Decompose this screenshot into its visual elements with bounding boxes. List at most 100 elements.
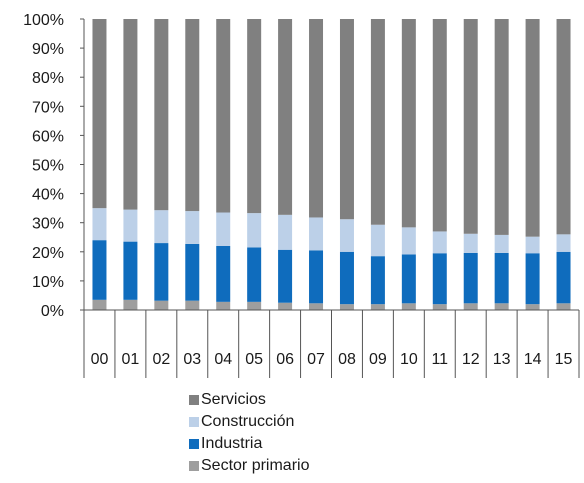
- bar-segment: [339, 251, 354, 305]
- bar-segment: [401, 227, 416, 255]
- bar-segment: [494, 19, 509, 235]
- x-tick-label: 02: [152, 351, 170, 368]
- x-tick-label: 15: [555, 351, 573, 368]
- bar-segment: [370, 224, 385, 257]
- bar-segment: [247, 19, 262, 214]
- bar-segment: [494, 234, 509, 253]
- bar-segment: [494, 252, 509, 304]
- bar-segment: [154, 300, 169, 310]
- bar-segment: [278, 19, 293, 215]
- stacked-bar-chart: 0% 10% 20% 30% 40% 50% 60% 70% 80% 90% 100% 00 01 02…: [23, 12, 580, 378]
- y-tick-labels: 0% 10% 20% 30% 40% 50% 60% 70% 80% 90% 100%: [23, 12, 64, 320]
- x-tick-label: 14: [524, 351, 542, 368]
- bar-segment: [401, 254, 416, 304]
- legend-swatch: [189, 461, 199, 471]
- bar-segment: [216, 212, 231, 246]
- x-tick-label: 12: [462, 351, 480, 368]
- legend-item: Sector primario: [189, 455, 309, 477]
- y-tick-label: 60%: [32, 128, 64, 145]
- bar-segment: [525, 236, 540, 254]
- x-tick-label: 06: [276, 351, 294, 368]
- bar-segment: [432, 19, 447, 232]
- bar-segment: [370, 19, 385, 225]
- bar-segment: [92, 299, 107, 310]
- bar-segment: [185, 243, 200, 301]
- legend: Servicios Construcción Industria Sector pri…: [189, 389, 309, 477]
- bar-segment: [432, 253, 447, 305]
- bar-segment: [309, 303, 324, 310]
- y-tick-label: 90%: [32, 41, 64, 58]
- bar-segment: [339, 219, 354, 252]
- bar-segment: [432, 231, 447, 254]
- legend-item: Servicios: [189, 389, 309, 411]
- legend-label: Construcción: [201, 413, 295, 430]
- bar-segment: [556, 19, 571, 235]
- bar-segment: [123, 299, 138, 310]
- bar-segment: [556, 251, 571, 304]
- bar-segment: [463, 303, 478, 310]
- bar-segment: [92, 240, 107, 300]
- bar-segment: [278, 214, 293, 250]
- legend-label: Servicios: [201, 391, 266, 408]
- bar-segment: [216, 245, 231, 302]
- legend-label: Sector primario: [201, 457, 310, 474]
- x-tick-label: 09: [369, 351, 387, 368]
- bar-segment: [494, 303, 509, 310]
- bar-segment: [278, 249, 293, 303]
- bar-segment: [401, 19, 416, 228]
- legend-item: Industria: [189, 433, 309, 455]
- x-tick-labels: 00 01 02 03 04 05 06 07 08 09 10 11 12 13 14 15: [91, 351, 573, 368]
- bar-segment: [525, 304, 540, 310]
- bars-layer: [92, 19, 571, 310]
- bar-segment: [463, 252, 478, 304]
- bar-segment: [401, 303, 416, 310]
- bar-segment: [432, 304, 447, 310]
- y-tick-label: 30%: [32, 216, 64, 233]
- bar-segment: [185, 211, 200, 244]
- bar-segment: [154, 243, 169, 301]
- bar-segment: [309, 19, 324, 218]
- bar-segment: [123, 19, 138, 210]
- legend-swatch: [189, 439, 199, 449]
- y-tick-label: 70%: [32, 99, 64, 116]
- x-tick-label: 01: [122, 351, 140, 368]
- bar-segment: [185, 300, 200, 310]
- bar-segment: [123, 209, 138, 242]
- legend-label: Industria: [201, 435, 263, 452]
- x-tick-label: 05: [245, 351, 263, 368]
- y-tick-label: 20%: [32, 245, 64, 262]
- legend-item: Construcción: [189, 411, 309, 433]
- bar-segment: [278, 302, 293, 310]
- x-tick-label: 08: [338, 351, 356, 368]
- bar-segment: [92, 208, 107, 241]
- bar-segment: [339, 19, 354, 220]
- bar-segment: [185, 19, 200, 212]
- y-tick-label: 10%: [32, 274, 64, 291]
- x-tick-label: 04: [214, 351, 232, 368]
- axes-layer: [80, 18, 580, 378]
- y-tick-label: 80%: [32, 70, 64, 87]
- bar-segment: [154, 19, 169, 211]
- bar-segment: [216, 301, 231, 310]
- bar-segment: [370, 256, 385, 305]
- bar-segment: [309, 250, 324, 304]
- bar-segment: [247, 213, 262, 248]
- bar-segment: [556, 234, 571, 252]
- bar-segment: [525, 19, 540, 237]
- x-tick-label: 10: [400, 351, 418, 368]
- y-tick-label: 0%: [41, 303, 64, 320]
- y-tick-label: 100%: [23, 12, 64, 29]
- bar-segment: [247, 301, 262, 310]
- bar-segment: [556, 303, 571, 310]
- bar-segment: [370, 304, 385, 310]
- bar-segment: [92, 19, 107, 209]
- bar-segment: [525, 253, 540, 305]
- x-tick-label: 03: [183, 351, 201, 368]
- bar-segment: [123, 241, 138, 300]
- x-tick-label: 13: [493, 351, 511, 368]
- bar-segment: [216, 19, 231, 213]
- x-tick-label: 11: [431, 351, 448, 368]
- y-tick-label: 50%: [32, 158, 64, 175]
- legend-swatch: [189, 395, 199, 405]
- y-tick-label: 40%: [32, 187, 64, 204]
